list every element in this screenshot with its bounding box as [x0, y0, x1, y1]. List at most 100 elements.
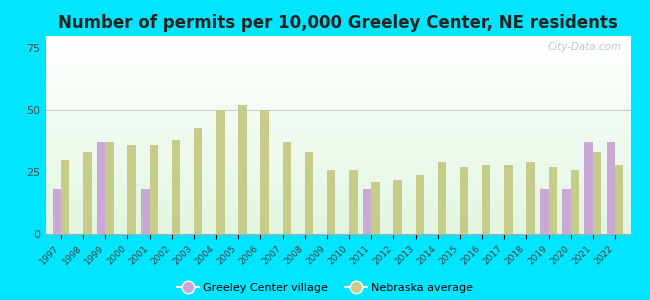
Bar [194, 128, 202, 234]
Bar [46, 175, 630, 177]
Bar [46, 36, 630, 38]
Bar [415, 175, 424, 234]
Bar [46, 60, 630, 62]
Bar [46, 141, 630, 143]
Bar [46, 181, 630, 182]
Bar [283, 142, 291, 234]
Bar [261, 110, 269, 234]
Bar [46, 137, 630, 139]
Bar [46, 145, 630, 147]
Bar [46, 151, 630, 153]
Bar [46, 68, 630, 70]
Bar [46, 226, 630, 228]
Bar [46, 131, 630, 133]
Bar [46, 167, 630, 169]
Bar [46, 64, 630, 66]
Bar [305, 152, 313, 234]
Bar [46, 46, 630, 48]
Bar [46, 119, 630, 121]
Bar [46, 135, 630, 137]
Bar [46, 127, 630, 129]
Bar [46, 50, 630, 52]
Bar [239, 105, 247, 234]
Bar [46, 95, 630, 98]
Bar [46, 48, 630, 50]
Bar [46, 194, 630, 196]
Bar [46, 157, 630, 159]
Bar [46, 182, 630, 184]
Bar [393, 179, 402, 234]
Bar [562, 190, 571, 234]
Text: City-Data.com: City-Data.com [547, 42, 621, 52]
Bar [46, 98, 630, 99]
Bar [97, 142, 105, 234]
Bar [46, 184, 630, 187]
Bar [46, 54, 630, 56]
Bar [172, 140, 180, 234]
Bar [460, 167, 468, 234]
Bar [593, 152, 601, 234]
Bar [216, 110, 224, 234]
Bar [46, 133, 630, 135]
Bar [46, 62, 630, 64]
Bar [46, 123, 630, 125]
Bar [46, 147, 630, 149]
Bar [46, 208, 630, 210]
Bar [46, 230, 630, 232]
Bar [61, 160, 70, 234]
Bar [46, 163, 630, 165]
Bar [46, 103, 630, 105]
Bar [327, 170, 335, 234]
Bar [46, 78, 630, 80]
Bar [46, 66, 630, 68]
Bar [46, 224, 630, 226]
Bar [46, 117, 630, 119]
Bar [371, 182, 380, 234]
Bar [46, 220, 630, 222]
Bar [437, 162, 446, 234]
Bar [46, 40, 630, 42]
Bar [549, 167, 557, 234]
Bar [46, 105, 630, 107]
Bar [46, 80, 630, 82]
Bar [46, 169, 630, 171]
Bar [46, 196, 630, 198]
Bar [46, 74, 630, 76]
Bar [46, 83, 630, 85]
Bar [150, 145, 158, 234]
Bar [46, 72, 630, 74]
Bar [46, 93, 630, 95]
Bar [46, 159, 630, 161]
Bar [46, 139, 630, 141]
Bar [127, 145, 136, 234]
Bar [46, 101, 630, 103]
Bar [46, 113, 630, 115]
Bar [46, 111, 630, 113]
Bar [105, 142, 114, 234]
Bar [46, 52, 630, 54]
Bar [571, 170, 579, 234]
Bar [349, 170, 358, 234]
Legend: Greeley Center village, Nebraska average: Greeley Center village, Nebraska average [172, 279, 478, 297]
Bar [46, 42, 630, 44]
Bar [46, 212, 630, 214]
Bar [584, 142, 593, 234]
Bar [46, 85, 630, 88]
Bar [46, 232, 630, 234]
Bar [46, 56, 630, 58]
Bar [46, 153, 630, 155]
Bar [46, 107, 630, 109]
Bar [615, 165, 623, 234]
Bar [46, 161, 630, 163]
Bar [46, 115, 630, 117]
Bar [504, 165, 513, 234]
Bar [46, 129, 630, 131]
Bar [46, 70, 630, 72]
Bar [46, 121, 630, 123]
Bar [46, 177, 630, 178]
Bar [46, 178, 630, 181]
Bar [46, 89, 630, 92]
Bar [46, 38, 630, 40]
Bar [46, 210, 630, 212]
Title: Number of permits per 10,000 Greeley Center, NE residents: Number of permits per 10,000 Greeley Cen… [58, 14, 618, 32]
